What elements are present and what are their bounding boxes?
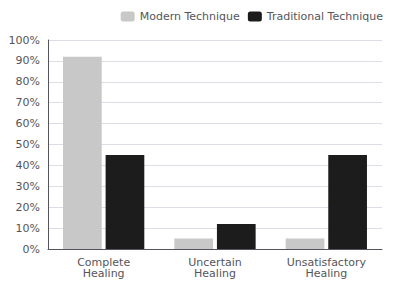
svg-text:40%: 40% <box>16 159 40 172</box>
svg-text:20%: 20% <box>16 201 40 214</box>
svg-text:Healing: Healing <box>194 267 236 280</box>
svg-text:0%: 0% <box>23 243 40 256</box>
svg-text:90%: 90% <box>16 54 40 67</box>
svg-text:Modern Technique: Modern Technique <box>140 10 240 23</box>
svg-text:100%: 100% <box>9 34 40 47</box>
svg-text:10%: 10% <box>16 222 40 235</box>
svg-text:80%: 80% <box>16 75 40 88</box>
svg-text:50%: 50% <box>16 138 40 151</box>
svg-text:30%: 30% <box>16 180 40 193</box>
svg-text:Complete: Complete <box>77 256 131 269</box>
svg-text:60%: 60% <box>16 117 40 130</box>
svg-text:70%: 70% <box>16 96 40 109</box>
svg-text:Healing: Healing <box>305 267 347 280</box>
svg-text:Unsatisfactory: Unsatisfactory <box>286 256 366 269</box>
svg-text:Uncertain: Uncertain <box>188 256 242 269</box>
svg-text:Traditional Technique: Traditional Technique <box>266 10 383 23</box>
svg-text:Healing: Healing <box>83 267 125 280</box>
